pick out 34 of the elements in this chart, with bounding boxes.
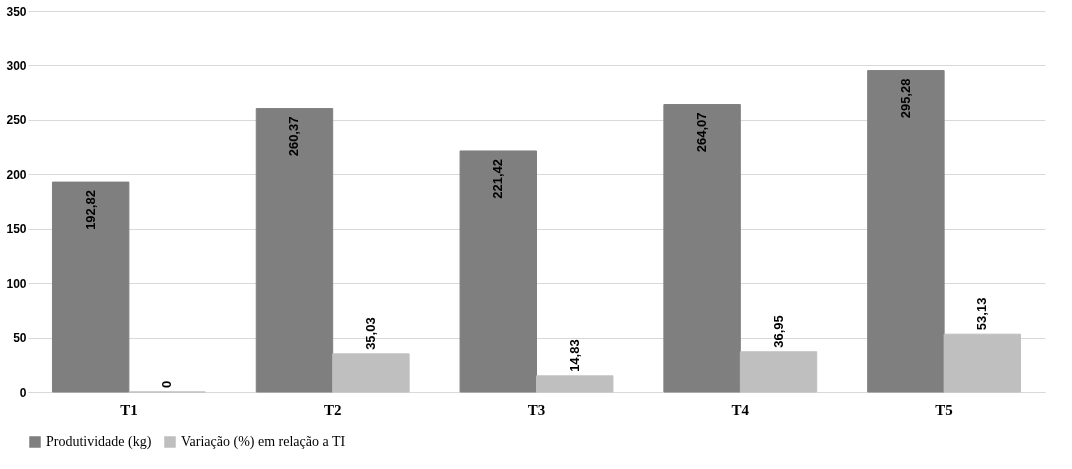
data-label: 53,13	[974, 297, 990, 331]
x-tick-label: T1	[120, 401, 138, 418]
y-tick-label: 250	[6, 113, 27, 128]
y-tick-label: 100	[6, 276, 27, 291]
legend-label: Variação (%) em relação a TI	[181, 434, 346, 450]
data-label: 36,95	[770, 315, 786, 348]
data-label: 295,28	[897, 78, 913, 119]
data-label: 35,03	[362, 317, 378, 350]
legend-label: Produtividade (kg)	[46, 434, 152, 450]
y-tick-label: 50	[13, 331, 27, 346]
data-label: 0	[159, 380, 175, 388]
x-tick-label: T5	[935, 401, 953, 418]
y-tick-label: 0	[19, 385, 27, 400]
data-label: 221,42	[490, 158, 506, 199]
x-tick-label: T2	[323, 401, 342, 418]
data-label: 192,82	[82, 190, 98, 230]
data-label: 264,07	[694, 112, 710, 153]
bar	[255, 108, 334, 393]
y-tick-label: 200	[6, 167, 27, 182]
bar	[459, 150, 537, 393]
bar	[943, 333, 1022, 393]
data-label: 14,83	[566, 339, 582, 372]
x-tick-label: T3	[527, 401, 546, 418]
bar	[332, 353, 410, 393]
y-tick-label: 150	[6, 222, 27, 237]
bar	[536, 375, 614, 393]
y-tick-label: 350	[6, 4, 27, 19]
data-label: 260,37	[286, 116, 302, 157]
bar	[739, 351, 818, 393]
x-tick-label: T4	[731, 401, 750, 418]
bar	[51, 181, 130, 393]
bar	[867, 70, 945, 393]
y-tick-label: 300	[6, 58, 27, 73]
bar	[663, 104, 741, 393]
